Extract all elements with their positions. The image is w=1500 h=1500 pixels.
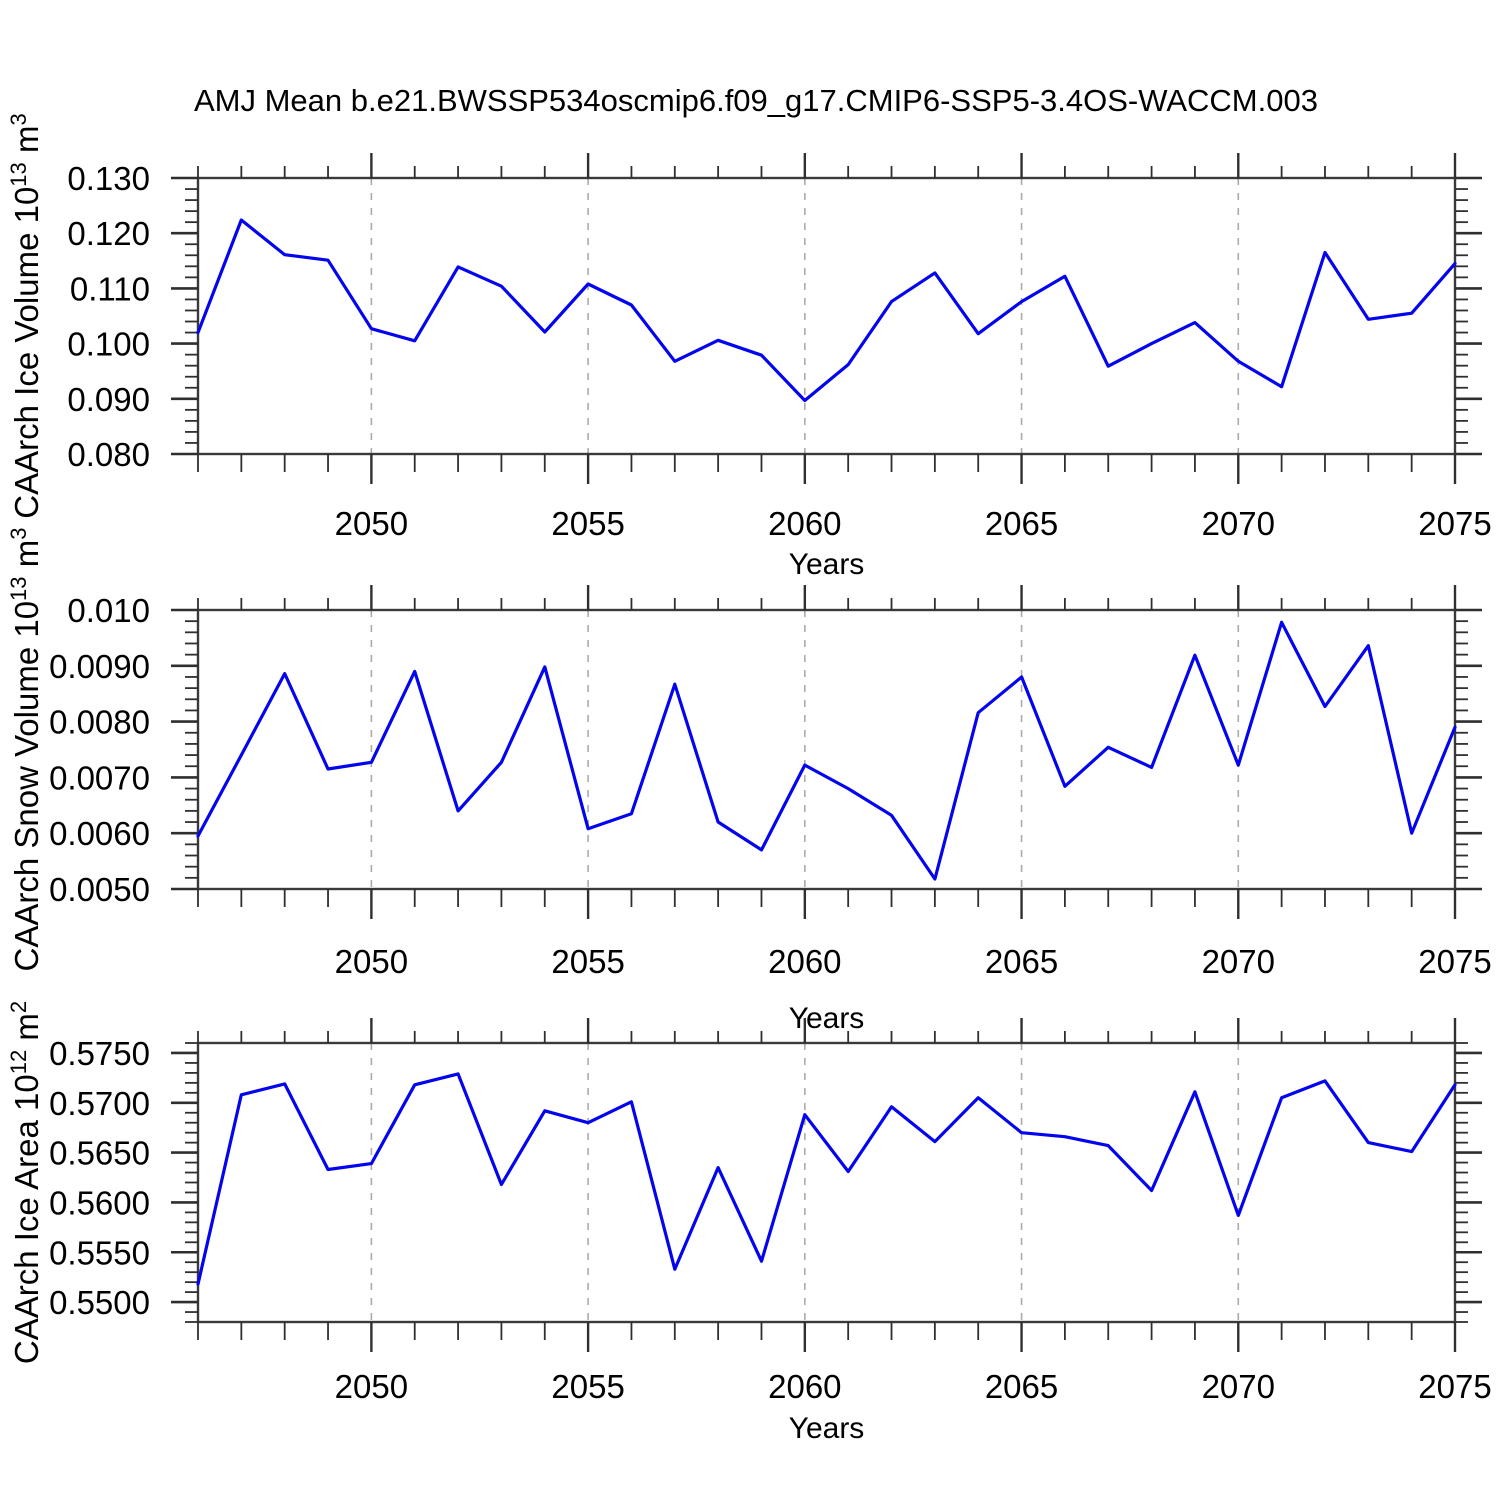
x-tick-label: 2075 [1418,1368,1491,1405]
y-ticks [171,1042,1482,1323]
y-ticks [171,608,1482,891]
y-tick-label: 0.5550 [49,1234,150,1271]
x-tick-label: 2050 [335,505,408,542]
x-tick-label: 2065 [985,943,1058,980]
y-ticks [171,176,1482,456]
gridlines [370,178,1240,454]
y-axis-title: CAArch Ice Volume 1013 m3 [6,113,45,518]
plot-frame [196,1041,1457,1324]
y-tick-labels: 0.0050 0.0060 0.0070 0.0080 0.0090 0.010 [49,592,150,908]
x-tick-label: 2060 [768,1368,841,1405]
gridlines [370,610,1240,889]
x-ticks [197,1018,1457,1352]
x-tick-label: 2070 [1202,1368,1275,1405]
x-tick-labels: 2050 2055 2060 2065 2070 2075 [335,943,1492,980]
x-axis-title: Years [789,548,865,581]
figure-title: AMJ Mean b.e21.BWSSP534oscmip6.f09_g17.C… [194,83,1318,118]
x-tick-label: 2055 [551,1368,624,1405]
x-tick-label: 2060 [768,943,841,980]
x-tick-label: 2075 [1418,943,1491,980]
ice-area-line [196,1072,1457,1286]
y-axis-title: CAArch Snow Volume 1013 m3 [6,528,45,972]
x-tick-label: 2065 [985,505,1058,542]
y-tick-label: 0.0070 [49,759,150,796]
plot-frame [196,176,1457,456]
y-tick-label: 0.0080 [49,704,150,741]
y-tick-label: 0.5700 [49,1085,150,1122]
y-tick-label: 0.5750 [49,1035,150,1072]
x-tick-label: 2075 [1418,505,1491,542]
y-tick-label: 0.090 [67,381,150,418]
y-tick-label: 0.120 [67,215,150,252]
x-tick-label: 2055 [551,505,624,542]
x-tick-label: 2050 [335,943,408,980]
x-tick-label: 2070 [1202,505,1275,542]
y-tick-label: 0.130 [67,160,150,197]
x-tick-label: 2070 [1202,943,1275,980]
y-tick-label: 0.5650 [49,1135,150,1172]
x-axis-title: Years [789,1002,865,1035]
x-tick-label: 2055 [551,943,624,980]
y-tick-label: 0.5600 [49,1184,150,1221]
x-tick-labels: 2050 2055 2060 2065 2070 2075 [335,1368,1492,1405]
snow-volume-line [196,620,1457,881]
y-tick-label: 0.0090 [49,648,150,685]
y-tick-label: 0.010 [67,592,150,629]
ice-volume-line [196,218,1457,403]
x-tick-label: 2065 [985,1368,1058,1405]
y-tick-label: 0.110 [70,270,150,307]
y-tick-label: 0.0060 [49,815,150,852]
x-tick-labels: 2050 2055 2060 2065 2070 2075 [335,505,1492,542]
gridlines [370,1043,1240,1322]
x-axis-title: Years [789,1412,865,1445]
y-tick-label: 0.080 [67,436,150,473]
y-tick-label: 0.0050 [49,871,150,908]
plot-frame [196,608,1457,891]
y-tick-label: 0.5500 [49,1284,150,1321]
y-tick-label: 0.100 [67,326,150,363]
x-tick-label: 2050 [335,1368,408,1405]
y-tick-labels: 0.080 0.090 0.100 0.110 0.120 0.130 [67,160,150,473]
x-tick-label: 2060 [768,505,841,542]
y-axis-title: CAArch Ice Area 1012 m2 [6,1001,45,1364]
x-ticks [197,153,1457,484]
y-tick-labels: 0.5500 0.5550 0.5600 0.5650 0.5700 0.5750 [49,1035,150,1321]
x-ticks [197,585,1457,919]
panel-ice-area: 0.5500 0.5550 0.5600 0.5650 0.5700 0.5750 2050… [6,1001,1492,1445]
